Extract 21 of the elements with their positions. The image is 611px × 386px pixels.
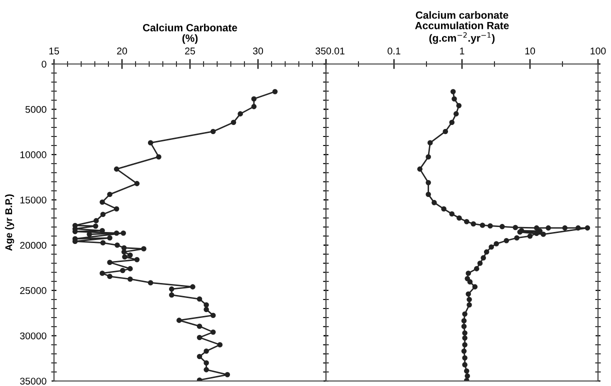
x-tick-label: 100 bbox=[590, 48, 606, 54]
x-tick-label: 0.1 bbox=[388, 48, 400, 54]
y-tick-label: 5000 bbox=[25, 106, 46, 113]
x-tick-label: 0.01 bbox=[326, 48, 344, 54]
x-tick-label: 35 bbox=[316, 48, 326, 54]
y-tick-label: 35000 bbox=[20, 378, 46, 385]
x-tick-label: 10 bbox=[525, 48, 536, 54]
y-tick-label: 10000 bbox=[20, 151, 46, 158]
x-tick-label: 15 bbox=[49, 48, 59, 54]
x-tick-label: 30 bbox=[252, 48, 264, 54]
y-tick-label: 20000 bbox=[20, 242, 46, 249]
y-tick-label: 0 bbox=[42, 60, 46, 68]
y-tick-label: 25000 bbox=[20, 287, 46, 294]
x-axis-title: Calcium Carbonate (%) bbox=[142, 24, 238, 44]
x-tick-label: 1 bbox=[460, 48, 464, 54]
y-axis-title: Age (yr B.P.) bbox=[5, 194, 14, 251]
x-axis-title: Calcium carbonate Accumulation Rate (g.cm$^{−2}$.yr$^{−1}$) bbox=[415, 11, 509, 44]
x-tick-label: 20 bbox=[117, 48, 128, 54]
y-tick-label: 30000 bbox=[20, 332, 46, 340]
y-tick-label: 15000 bbox=[20, 196, 46, 204]
x-tick-label: 25 bbox=[185, 48, 195, 54]
